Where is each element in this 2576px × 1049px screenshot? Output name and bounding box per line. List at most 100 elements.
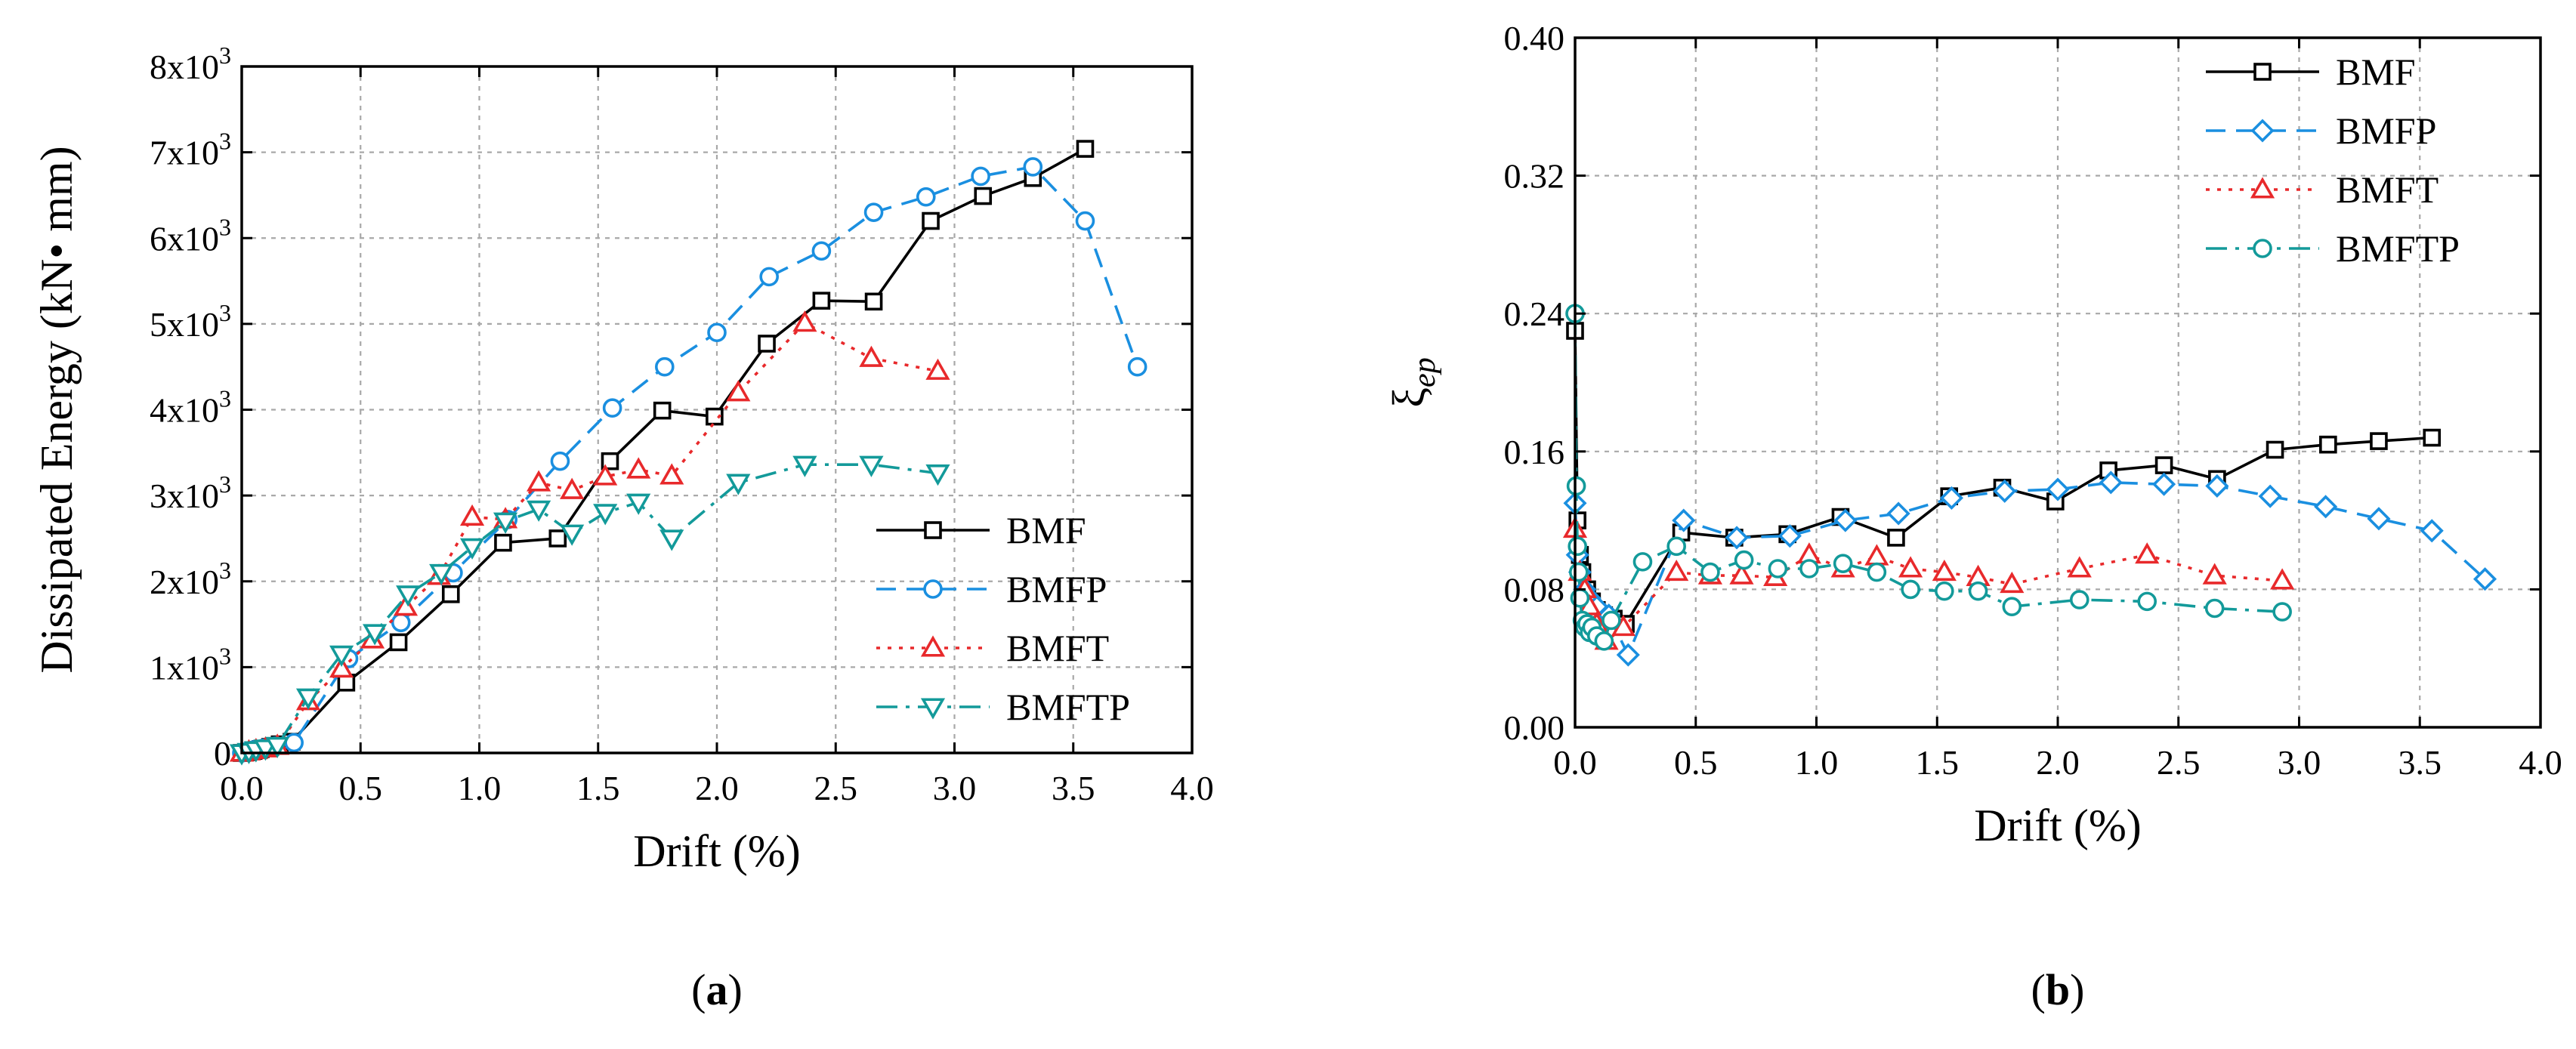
data-point bbox=[329, 645, 354, 667]
data-point bbox=[1867, 562, 1887, 582]
legend-marker-bmf bbox=[2253, 63, 2272, 81]
data-point bbox=[1799, 559, 1819, 578]
y-tick-label: 0.40 bbox=[1504, 19, 1565, 57]
legend-label-bmftp: BMFTP bbox=[2336, 227, 2460, 270]
data-point bbox=[2204, 598, 2225, 619]
legend-label-bmft: BMFT bbox=[1006, 627, 1109, 669]
data-point bbox=[1734, 550, 1754, 570]
data-point bbox=[1887, 529, 1905, 547]
data-point bbox=[2202, 563, 2227, 585]
data-point bbox=[922, 211, 940, 230]
data-point bbox=[2152, 472, 2176, 496]
legend-marker-bmfp bbox=[2250, 119, 2275, 143]
data-point bbox=[916, 187, 936, 207]
legend-marker-bmft bbox=[2250, 177, 2275, 199]
data-point bbox=[792, 310, 817, 332]
data-point bbox=[493, 512, 518, 534]
data-point bbox=[792, 455, 817, 477]
data-point bbox=[1901, 579, 1920, 600]
data-point bbox=[864, 292, 883, 311]
chart-panel-a: 0.0 0.5 1.0 1.5 2.0 2.5 3.0 3.5 4.0 0 1x103 2x103 3x… bbox=[32, 42, 1214, 1014]
x-tick-label: 0.0 bbox=[220, 769, 264, 807]
x-tick-label: 2.0 bbox=[695, 769, 739, 807]
data-point bbox=[2046, 477, 2070, 501]
data-point bbox=[396, 585, 421, 607]
y-tick-label: 0.24 bbox=[1504, 295, 1565, 333]
data-point bbox=[2205, 474, 2229, 498]
data-point bbox=[560, 524, 585, 546]
data-point bbox=[2069, 590, 2090, 609]
series-line-bmftp bbox=[241, 463, 938, 754]
data-point bbox=[2319, 435, 2337, 454]
data-point bbox=[393, 594, 419, 616]
data-point bbox=[1729, 563, 1754, 585]
data-point bbox=[726, 474, 751, 495]
data-point bbox=[1666, 536, 1686, 557]
data-point bbox=[1864, 544, 1889, 566]
data-point bbox=[971, 166, 990, 187]
data-point bbox=[863, 202, 884, 222]
data-point bbox=[593, 464, 618, 486]
y-axis-label: ξep bbox=[1384, 357, 1442, 407]
data-point bbox=[2314, 495, 2338, 519]
data-point bbox=[602, 398, 622, 418]
data-point bbox=[859, 455, 884, 477]
data-point bbox=[550, 451, 570, 471]
data-point bbox=[726, 380, 751, 402]
data-point bbox=[1568, 536, 1587, 557]
data-point bbox=[389, 633, 408, 652]
y-tick-label: 8x103 bbox=[150, 42, 231, 86]
y-tick-label: 0.16 bbox=[1504, 433, 1565, 471]
data-point bbox=[2135, 542, 2160, 564]
y-tick-label: 6x103 bbox=[150, 213, 231, 258]
data-point bbox=[284, 733, 304, 753]
data-point bbox=[2367, 507, 2391, 531]
data-point bbox=[527, 500, 551, 522]
x-tick-label: 3.5 bbox=[2398, 743, 2442, 782]
data-point bbox=[1935, 581, 1954, 601]
panel-caption: (b) bbox=[2031, 965, 2085, 1014]
y-tick-label: 2x103 bbox=[150, 557, 231, 601]
x-tick-label: 1.5 bbox=[1916, 743, 1960, 782]
y-tick-label: 0.00 bbox=[1504, 708, 1565, 747]
data-point bbox=[758, 335, 776, 353]
legend-marker-bmftp bbox=[920, 698, 946, 720]
data-point bbox=[2000, 571, 2025, 594]
data-point bbox=[329, 656, 354, 678]
series-bmfp bbox=[232, 157, 1147, 763]
data-point bbox=[2473, 567, 2497, 591]
data-point bbox=[2420, 519, 2444, 543]
data-point bbox=[925, 358, 950, 380]
x-tick-label: 1.0 bbox=[1795, 743, 1839, 782]
x-tick-label: 3.5 bbox=[1052, 769, 1095, 807]
data-point bbox=[659, 463, 684, 485]
data-point bbox=[2423, 428, 2442, 447]
y-tick-label: 0 bbox=[214, 734, 231, 773]
data-point bbox=[2258, 484, 2282, 508]
data-point bbox=[2272, 602, 2292, 622]
y-tick-label: 1x103 bbox=[150, 642, 231, 686]
y-axis-label: Dissipated Energy (kN• mm) bbox=[32, 146, 82, 673]
x-tick-label: 0.5 bbox=[339, 769, 383, 807]
data-point bbox=[459, 504, 485, 526]
data-point bbox=[1075, 211, 1095, 231]
x-tick-label: 3.0 bbox=[2278, 743, 2321, 782]
data-point bbox=[459, 538, 485, 560]
legend-marker-bmft bbox=[920, 635, 946, 657]
data-point bbox=[1833, 508, 1858, 532]
data-point bbox=[2266, 440, 2284, 459]
x-axis-label: Drift (%) bbox=[633, 826, 801, 876]
data-point bbox=[1898, 556, 1923, 578]
data-point bbox=[2270, 568, 2295, 590]
data-point bbox=[363, 624, 388, 646]
data-point bbox=[295, 688, 321, 710]
series-line-bmft bbox=[1574, 529, 2283, 643]
data-point bbox=[655, 356, 675, 377]
data-point bbox=[653, 401, 672, 420]
data-point bbox=[626, 493, 651, 515]
x-axis-label: Drift (%) bbox=[1974, 801, 2142, 850]
legend-label-bmfp: BMFP bbox=[1006, 568, 1107, 610]
y-tick-label: 3x103 bbox=[150, 471, 231, 515]
legend-label-bmfp: BMFP bbox=[2336, 110, 2436, 152]
legend: BMF BMFP BMFT BMFTP bbox=[876, 509, 1130, 728]
